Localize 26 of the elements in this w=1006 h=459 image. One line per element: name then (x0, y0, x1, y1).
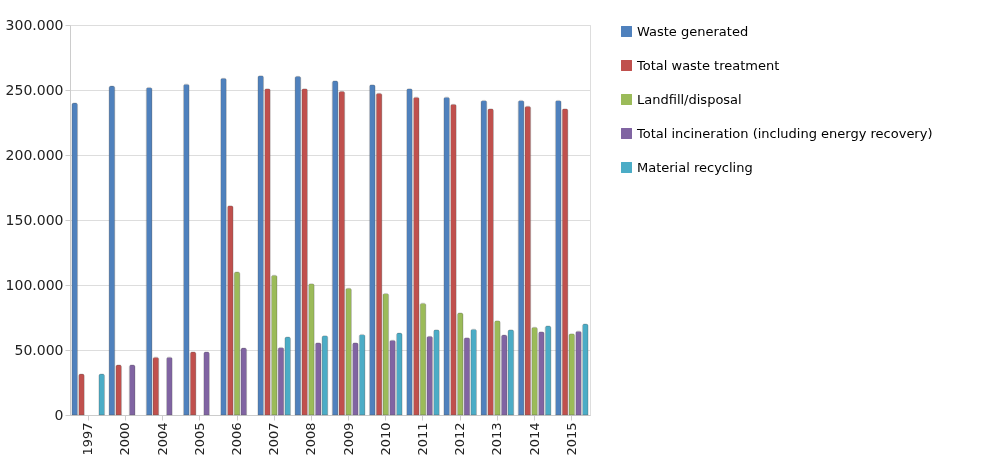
y-tick-label: 150.000 (5, 211, 64, 228)
x-tick-label: 2010 (377, 422, 393, 456)
y-tick-label: 0 (54, 406, 64, 423)
legend-label: Total waste treatment (636, 57, 780, 73)
x-tick-label: 2013 (489, 422, 505, 456)
y-tick-label: 300.000 (5, 16, 64, 33)
x-tick-label: 2005 (191, 422, 207, 456)
y-tick-label: 100.000 (5, 276, 64, 293)
x-tick-label: 2000 (117, 422, 133, 456)
y-tick-label: 200.000 (5, 146, 64, 163)
x-tick-label: 2014 (526, 422, 542, 456)
y-tick-label: 50.000 (14, 341, 64, 358)
legend-label: Landfill/disposal (637, 91, 742, 107)
legend-label: Material recycling (637, 159, 753, 175)
x-tick-label: 2008 (303, 422, 319, 456)
x-tick-label: 2009 (340, 422, 356, 456)
x-tick-label: 2011 (414, 422, 430, 456)
legend-label: Waste generated (637, 23, 749, 39)
x-tick-label: 1997 (80, 422, 96, 456)
x-tick-label: 2015 (563, 422, 579, 456)
legend-label: Total incineration (including energy recovery) (636, 125, 933, 141)
x-tick-label: 2007 (266, 422, 282, 456)
y-tick-label: 250.000 (5, 81, 64, 98)
x-tick-label: 2006 (229, 422, 245, 456)
x-tick-label: 2004 (154, 422, 170, 456)
x-tick-label: 2012 (452, 422, 468, 456)
